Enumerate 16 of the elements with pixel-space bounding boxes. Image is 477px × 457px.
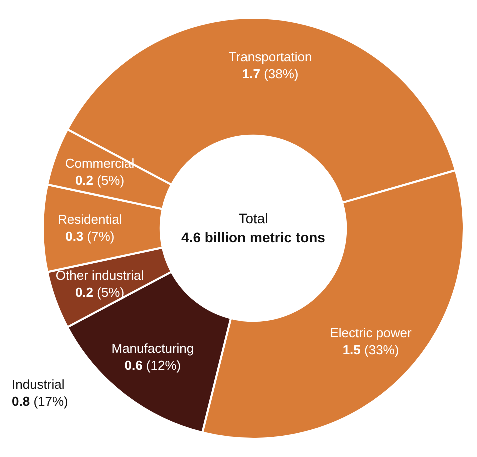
text: 0.8 (17%)	[12, 394, 68, 409]
text: Industrial	[12, 376, 66, 393]
slice-label: Manufacturing	[112, 340, 194, 356]
data-label: 1.7 (38%)	[242, 66, 299, 82]
slice-label: Transportation	[228, 50, 312, 65]
slice-label: Electric power	[330, 326, 412, 341]
slice-label: Other industrial	[56, 268, 144, 283]
slice-label: Commercial	[65, 156, 135, 172]
data-label: 0.2 (5%)	[75, 173, 125, 188]
slice-label: Residential	[58, 212, 122, 228]
data-label: 0.2 (5%)	[75, 284, 125, 300]
data-label: 0.6 (12%)	[124, 358, 182, 373]
data-label: 0.3 (7%)	[66, 229, 115, 244]
text: 4.6 billion metric tons	[182, 229, 326, 246]
text: Total	[238, 210, 268, 226]
data-label: 1.5 (33%)	[342, 342, 400, 358]
